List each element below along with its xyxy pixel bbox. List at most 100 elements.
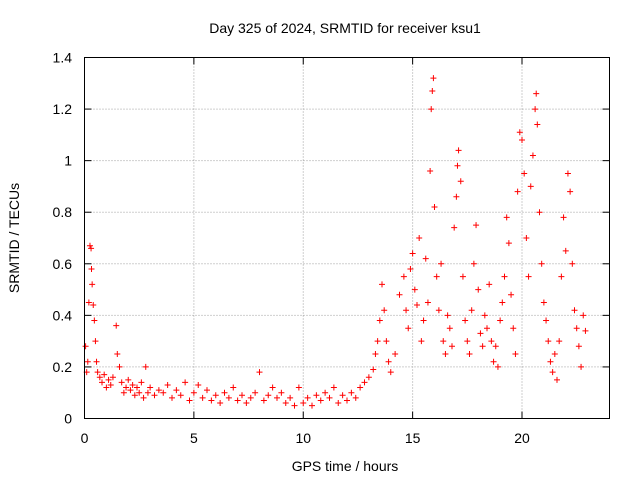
data-point	[182, 379, 189, 386]
data-point	[488, 338, 495, 345]
data-point	[339, 392, 346, 399]
data-point	[451, 224, 458, 231]
data-point	[549, 369, 556, 376]
data-point	[403, 307, 410, 314]
data-point	[372, 351, 379, 358]
data-point	[519, 137, 525, 144]
data-point	[313, 392, 320, 399]
data-point	[532, 106, 539, 113]
data-point	[497, 317, 504, 324]
data-point	[326, 394, 333, 401]
data-point	[105, 376, 112, 383]
y-tick-label: 0.4	[53, 307, 73, 323]
data-point	[564, 170, 571, 177]
data-point	[379, 281, 385, 288]
data-point	[454, 162, 461, 169]
data-point	[282, 400, 289, 407]
data-point	[88, 265, 95, 272]
data-point	[571, 307, 578, 314]
y-tick-label: 0.8	[53, 204, 73, 220]
data-point	[94, 369, 101, 376]
data-point	[512, 351, 519, 358]
data-point	[405, 325, 412, 332]
data-point	[558, 273, 565, 280]
data-point	[435, 307, 442, 314]
data-point	[376, 317, 383, 324]
y-tick-labels: 0 0.2 0.4 0.6 0.8 1 1.2 1.4	[53, 50, 73, 427]
data-point	[449, 343, 455, 350]
data-point	[85, 299, 92, 306]
data-point	[540, 299, 547, 306]
data-point	[455, 147, 462, 154]
data-point	[164, 381, 171, 388]
data-point	[304, 394, 311, 401]
data-point	[503, 214, 510, 221]
data-point	[374, 338, 381, 345]
data-point	[525, 273, 532, 280]
data-point	[317, 397, 324, 404]
data-point	[424, 299, 431, 306]
data-point	[510, 325, 517, 332]
data-point	[131, 392, 138, 399]
data-point	[120, 389, 127, 396]
data-point	[396, 291, 403, 298]
data-point	[381, 307, 388, 314]
x-tick-label: 10	[295, 430, 311, 446]
data-point	[86, 242, 93, 249]
data-point	[113, 322, 120, 329]
data-point	[225, 394, 232, 401]
data-point	[556, 338, 563, 345]
data-point	[533, 90, 540, 97]
data-point	[444, 312, 451, 319]
data-point	[147, 384, 154, 391]
data-point	[217, 400, 224, 407]
data-point	[416, 235, 423, 241]
data-point	[433, 273, 440, 280]
data-point	[269, 384, 276, 391]
data-point	[370, 366, 377, 373]
data-point	[109, 374, 116, 381]
y-tick-label: 1.2	[53, 101, 73, 117]
data-point	[82, 343, 89, 350]
data-point	[291, 402, 298, 409]
y-tick-label: 0.6	[53, 256, 73, 272]
grid	[84, 57, 610, 419]
data-point	[484, 325, 490, 332]
data-point	[352, 394, 359, 401]
data-point	[459, 273, 466, 280]
data-point	[322, 389, 329, 396]
data-point	[387, 369, 394, 376]
data-point	[418, 338, 425, 345]
data-point	[470, 260, 477, 267]
data-point	[199, 394, 206, 401]
data-point	[492, 343, 499, 350]
x-axis-label: GPS time / hours	[292, 458, 399, 474]
data-point	[464, 338, 471, 345]
data-point	[103, 384, 110, 391]
data-point	[252, 389, 259, 396]
data-point	[365, 374, 372, 381]
data-point	[265, 392, 272, 399]
data-point	[453, 193, 460, 200]
data-point	[534, 121, 541, 128]
data-point	[529, 152, 536, 159]
data-point	[127, 387, 134, 394]
data-point	[494, 363, 501, 370]
data-point	[88, 245, 95, 252]
data-point	[438, 260, 445, 267]
data-point	[562, 247, 569, 254]
data-point	[582, 327, 589, 334]
data-point	[481, 312, 488, 319]
data-point	[138, 379, 145, 386]
data-point	[89, 281, 96, 288]
data-point	[239, 392, 245, 399]
plot-frame	[84, 57, 610, 419]
data-point	[247, 394, 254, 401]
x-tick-label: 15	[405, 430, 421, 446]
data-point	[429, 88, 436, 95]
x-tick-label: 20	[514, 430, 530, 446]
data-point	[348, 389, 355, 396]
data-point	[300, 400, 307, 407]
data-point	[330, 384, 337, 391]
